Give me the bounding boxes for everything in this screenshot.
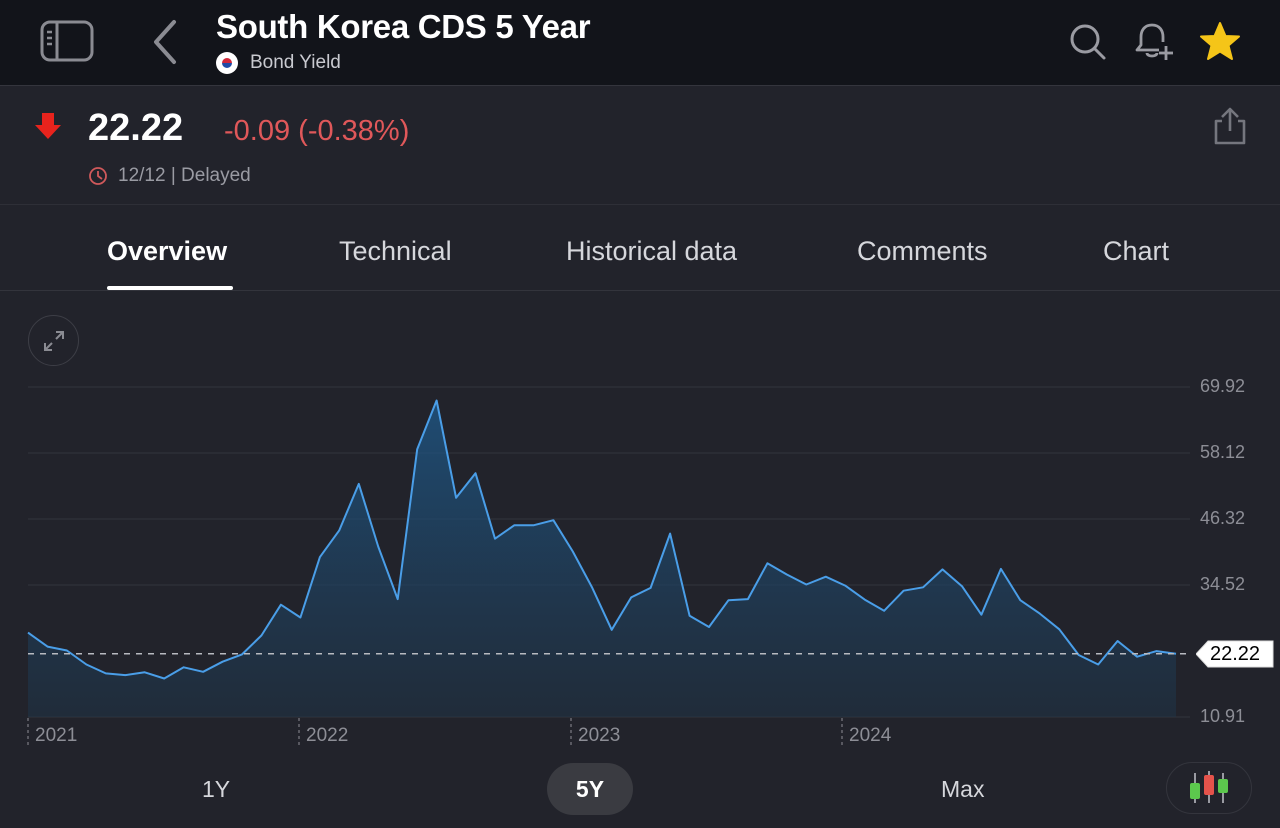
search-button[interactable] xyxy=(1066,20,1110,64)
range-max-button[interactable]: Max xyxy=(941,776,985,802)
expand-arrows-icon xyxy=(43,330,64,351)
top-bar: South Korea CDS 5 Year Bond Yield xyxy=(0,0,1280,86)
price-change: -0.09 (-0.38%) xyxy=(224,115,410,147)
expand-chart-button[interactable] xyxy=(28,315,79,366)
y-axis-label: 58.12 xyxy=(1200,441,1246,462)
y-axis-label: 69.92 xyxy=(1200,376,1246,396)
quote-timestamp: 12/12 | Delayed xyxy=(118,165,251,186)
share-button[interactable] xyxy=(1210,105,1250,147)
search-icon xyxy=(1070,24,1106,60)
add-alert-button[interactable] xyxy=(1132,20,1176,64)
share-icon xyxy=(1214,107,1246,145)
x-axis-label: 2021 xyxy=(35,725,78,746)
down-arrow-icon xyxy=(35,113,61,139)
star-icon xyxy=(1200,22,1240,60)
candlestick-icon xyxy=(1190,771,1228,803)
tab-overview[interactable]: Overview xyxy=(107,236,228,266)
tab-historical-data[interactable]: Historical data xyxy=(566,236,738,266)
range-1y-button[interactable]: 1Y xyxy=(202,776,231,802)
clock-icon xyxy=(89,167,107,185)
tab-bar: Overview Technical Historical data Comme… xyxy=(0,206,1280,291)
y-axis-label: 10.91 xyxy=(1200,706,1246,726)
y-axis-label: 34.52 xyxy=(1200,573,1246,594)
sidebar-toggle-icon xyxy=(40,20,94,62)
tab-chart[interactable]: Chart xyxy=(1103,236,1170,266)
last-value-tag: 22.22 xyxy=(1195,640,1274,668)
x-axis-label: 2023 xyxy=(578,725,621,746)
favorite-button[interactable] xyxy=(1198,20,1242,64)
x-axis-label: 2022 xyxy=(306,725,349,746)
tab-technical[interactable]: Technical xyxy=(339,236,452,266)
x-axis-label: 2024 xyxy=(849,725,892,746)
last-price: 22.22 xyxy=(88,107,184,149)
sidebar-toggle-button[interactable] xyxy=(40,20,94,62)
last-value-label: 22.22 xyxy=(1210,642,1261,665)
back-button[interactable] xyxy=(148,18,182,66)
chart-canvas[interactable] xyxy=(0,290,1280,750)
page-title: South Korea CDS 5 Year xyxy=(216,8,591,45)
bell-plus-icon xyxy=(1135,23,1173,60)
quote-panel: 22.22 -0.09 (-0.38%) 12/12 | Delayed xyxy=(0,87,1280,205)
quote-meta: 12/12 | Delayed xyxy=(88,165,251,187)
range-5y-button[interactable]: 5Y xyxy=(547,763,633,815)
price-chart[interactable]: 69.92 58.12 46.32 34.52 10.91 2021 2022 2023 20… xyxy=(0,290,1280,750)
range-selector: 1Y 5Y Max xyxy=(0,752,1280,828)
instrument-type: Bond Yield xyxy=(216,52,341,74)
back-chevron-icon xyxy=(154,20,176,64)
instrument-type-label: Bond Yield xyxy=(250,52,341,73)
y-axis-label: 46.32 xyxy=(1200,507,1246,528)
chart-type-button[interactable] xyxy=(1166,762,1252,814)
south-korea-flag-icon xyxy=(216,52,238,74)
tab-comments[interactable]: Comments xyxy=(857,236,988,266)
active-tab-indicator xyxy=(107,286,233,290)
